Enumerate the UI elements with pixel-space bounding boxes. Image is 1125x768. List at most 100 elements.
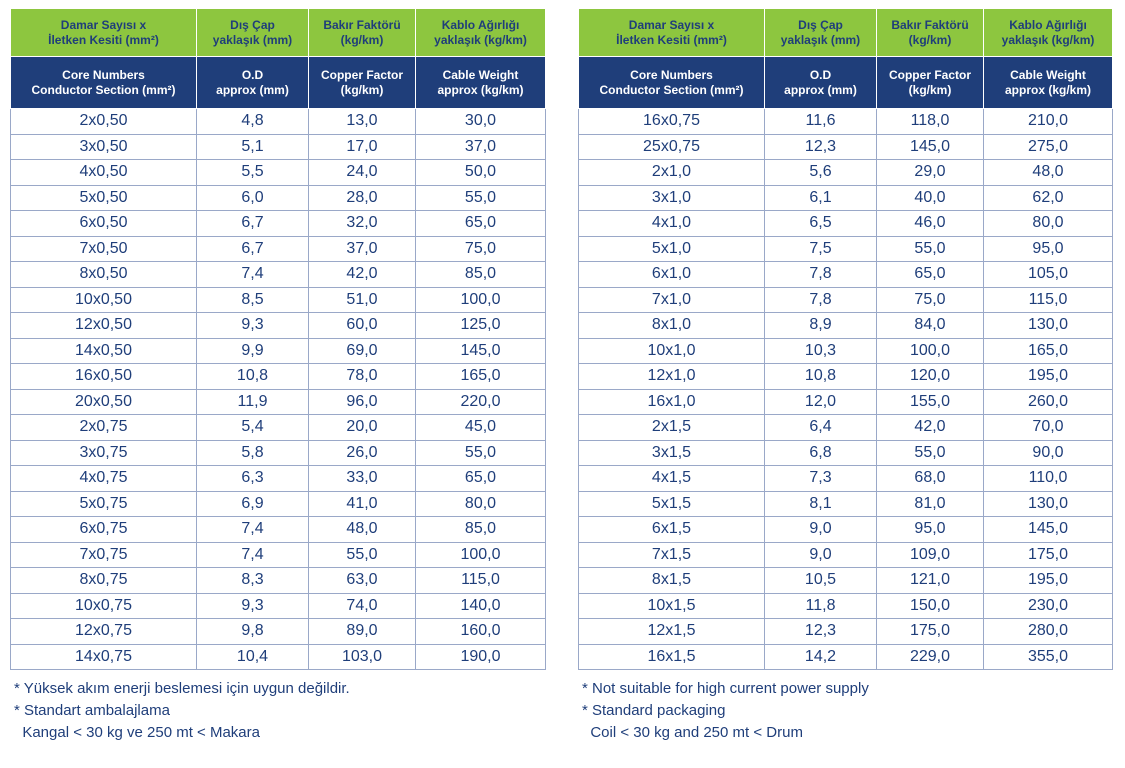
table-row: 2x1,0 5,6 29,0 48,0 (578, 159, 1113, 186)
header-cable-weight-en: Cable Weight approx (kg/km) (983, 56, 1113, 109)
header-core-section-tr: Damar Sayısı x İletken Kesiti (mm²) (10, 8, 197, 57)
table-header: Damar Sayısı x İletken Kesiti (mm²) Dış Ça… (10, 8, 546, 109)
table-row: 7x1,0 7,8 75,0 115,0 (578, 286, 1113, 313)
core-section-cell: 3x1,0 (578, 184, 765, 211)
table-row: 12x0,75 9,8 89,0 160,0 (10, 618, 546, 645)
table-row: 7x0,75 7,4 55,0 100,0 (10, 541, 546, 568)
outer-diameter-cell: 8,3 (196, 567, 309, 594)
core-section-cell: 10x0,50 (10, 286, 197, 313)
outer-diameter-cell: 4,8 (196, 108, 309, 135)
cable-weight-cell: 70,0 (983, 414, 1113, 441)
header-row-english: Core Numbers Conductor Section (mm²) O.D ap… (10, 56, 546, 109)
cable-weight-cell: 130,0 (983, 312, 1113, 339)
cable-weight-cell: 80,0 (415, 490, 546, 517)
cable-weight-cell: 145,0 (415, 337, 546, 364)
outer-diameter-cell: 11,9 (196, 388, 309, 415)
table-row: 14x0,50 9,9 69,0 145,0 (10, 337, 546, 364)
copper-factor-cell: 13,0 (308, 108, 416, 135)
note-line: * Standart ambalajlama (14, 702, 170, 719)
outer-diameter-cell: 5,8 (196, 439, 309, 466)
table-row: 3x1,5 6,8 55,0 90,0 (578, 439, 1113, 466)
outer-diameter-cell: 10,8 (764, 363, 877, 390)
table-row: 12x1,5 12,3 175,0 280,0 (578, 618, 1113, 645)
table-row: 10x1,0 10,3 100,0 165,0 (578, 337, 1113, 364)
copper-factor-cell: 118,0 (876, 108, 984, 135)
copper-factor-cell: 32,0 (308, 210, 416, 237)
copper-factor-cell: 75,0 (876, 286, 984, 313)
copper-factor-cell: 20,0 (308, 414, 416, 441)
notes-english: * Not suitable for high current power su… (582, 678, 869, 744)
core-section-cell: 16x1,0 (578, 388, 765, 415)
copper-factor-cell: 145,0 (876, 133, 984, 160)
outer-diameter-cell: 12,3 (764, 618, 877, 645)
table-row: 2x1,5 6,4 42,0 70,0 (578, 414, 1113, 441)
outer-diameter-cell: 5,4 (196, 414, 309, 441)
core-section-cell: 14x0,75 (10, 643, 197, 670)
core-section-cell: 2x1,5 (578, 414, 765, 441)
cable-weight-cell: 275,0 (983, 133, 1113, 160)
copper-factor-cell: 40,0 (876, 184, 984, 211)
outer-diameter-cell: 7,5 (764, 235, 877, 262)
core-section-cell: 5x1,5 (578, 490, 765, 517)
cable-weight-cell: 145,0 (983, 516, 1113, 543)
table-row: 3x0,75 5,8 26,0 55,0 (10, 439, 546, 466)
outer-diameter-cell: 10,3 (764, 337, 877, 364)
header-copper-factor-tr: Bakır Faktörü (kg/km) (308, 8, 416, 57)
header-copper-factor-en: Copper Factor (kg/km) (308, 56, 416, 109)
copper-factor-cell: 78,0 (308, 363, 416, 390)
cable-weight-cell: 75,0 (415, 235, 546, 262)
outer-diameter-cell: 10,8 (196, 363, 309, 390)
table-row: 16x1,0 12,0 155,0 260,0 (578, 388, 1113, 415)
core-section-cell: 5x0,50 (10, 184, 197, 211)
header-cable-weight-tr: Kablo Ağırlığı yaklaşık (kg/km) (983, 8, 1113, 57)
outer-diameter-cell: 6,4 (764, 414, 877, 441)
outer-diameter-cell: 7,8 (764, 286, 877, 313)
outer-diameter-cell: 7,4 (196, 516, 309, 543)
copper-factor-cell: 42,0 (308, 261, 416, 288)
core-section-cell: 8x1,5 (578, 567, 765, 594)
copper-factor-cell: 46,0 (876, 210, 984, 237)
core-section-cell: 6x0,75 (10, 516, 197, 543)
core-section-cell: 8x1,0 (578, 312, 765, 339)
core-section-cell: 10x0,75 (10, 592, 197, 619)
outer-diameter-cell: 9,0 (764, 516, 877, 543)
table-row: 6x1,0 7,8 65,0 105,0 (578, 261, 1113, 288)
cable-weight-cell: 100,0 (415, 286, 546, 313)
table-row: 8x1,0 8,9 84,0 130,0 (578, 312, 1113, 339)
core-section-cell: 5x1,0 (578, 235, 765, 262)
outer-diameter-cell: 5,1 (196, 133, 309, 160)
core-section-cell: 3x1,5 (578, 439, 765, 466)
table-row: 6x0,75 7,4 48,0 85,0 (10, 516, 546, 543)
copper-factor-cell: 51,0 (308, 286, 416, 313)
header-copper-factor-en: Copper Factor (kg/km) (876, 56, 984, 109)
header-copper-factor-tr: Bakır Faktörü (kg/km) (876, 8, 984, 57)
table-row: 16x1,5 14,2 229,0 355,0 (578, 643, 1113, 670)
core-section-cell: 12x0,50 (10, 312, 197, 339)
copper-factor-cell: 84,0 (876, 312, 984, 339)
note-line: Kangal < 30 kg ve 250 mt < Makara (14, 724, 260, 741)
outer-diameter-cell: 5,5 (196, 159, 309, 186)
table-row: 10x0,75 9,3 74,0 140,0 (10, 592, 546, 619)
core-section-cell: 25x0,75 (578, 133, 765, 160)
core-section-cell: 3x0,75 (10, 439, 197, 466)
copper-factor-cell: 229,0 (876, 643, 984, 670)
copper-factor-cell: 103,0 (308, 643, 416, 670)
cable-weight-cell: 115,0 (415, 567, 546, 594)
core-section-cell: 8x0,50 (10, 261, 197, 288)
copper-factor-cell: 150,0 (876, 592, 984, 619)
core-section-cell: 6x1,5 (578, 516, 765, 543)
copper-factor-cell: 175,0 (876, 618, 984, 645)
table-row: 5x1,5 8,1 81,0 130,0 (578, 490, 1113, 517)
table-row: 4x0,50 5,5 24,0 50,0 (10, 159, 546, 186)
table-row: 7x0,50 6,7 37,0 75,0 (10, 235, 546, 262)
table-row: 7x1,5 9,0 109,0 175,0 (578, 541, 1113, 568)
cable-weight-cell: 90,0 (983, 439, 1113, 466)
outer-diameter-cell: 7,4 (196, 261, 309, 288)
core-section-cell: 10x1,0 (578, 337, 765, 364)
copper-factor-cell: 26,0 (308, 439, 416, 466)
header-row-english: Core Numbers Conductor Section (mm²) O.D ap… (578, 56, 1113, 109)
outer-diameter-cell: 14,2 (764, 643, 877, 670)
cable-weight-cell: 62,0 (983, 184, 1113, 211)
table-row: 10x1,5 11,8 150,0 230,0 (578, 592, 1113, 619)
core-section-cell: 20x0,50 (10, 388, 197, 415)
